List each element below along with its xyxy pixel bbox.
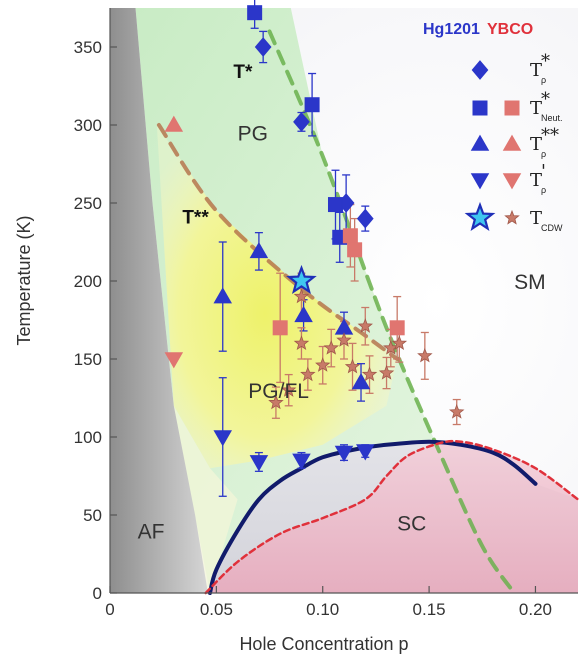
point-ybco-t-neut--2 — [347, 242, 363, 258]
legend-ybco-marker-2 — [502, 134, 522, 151]
legend-header-hg1201: Hg1201 — [423, 21, 480, 38]
point-hg1201-t--4 — [351, 372, 371, 390]
line-t-line — [156, 123, 400, 361]
region-label-af: AF — [138, 520, 165, 543]
legend-hg-marker-4 — [464, 201, 496, 232]
x-tick-label-0: 0 — [105, 600, 114, 619]
point-ybco-t--0 — [164, 352, 184, 369]
line-tc-hg1201 — [208, 439, 538, 595]
point-ybco-t-neut--0 — [272, 320, 288, 336]
point-hg1201-t--2 — [292, 453, 311, 470]
legend-sub-0: ρ — [541, 75, 546, 85]
point-ybco-t-cdw-13 — [417, 347, 433, 363]
legend-sup-1: * — [541, 89, 550, 110]
point-ybco-t-cdw-11 — [315, 357, 331, 372]
legend-sub-1: Neut. — [541, 113, 563, 123]
point-ybco-t-cdw-10 — [268, 394, 284, 410]
point-ybco-t-neut--1 — [342, 228, 358, 244]
y-tick-label-200: 200 — [74, 272, 102, 291]
point-hg1201-t-neut--2 — [327, 197, 343, 213]
point-ybco-t-cdw-4 — [344, 358, 361, 374]
data-points — [164, 5, 465, 472]
y-tick-label-100: 100 — [74, 428, 102, 447]
point-hg1201-t-neut--0 — [247, 5, 263, 21]
point-ybco-t-cdw-15 — [300, 366, 316, 382]
pg-fl-region — [156, 125, 398, 469]
y-axis-title: Temperature (K) — [14, 215, 34, 345]
point-hg1201-t-cdw-0 — [286, 264, 317, 295]
point-ybco-t-cdw-1 — [293, 335, 310, 351]
region-label-sc: SC — [397, 513, 426, 536]
point-hg1201-t--0 — [213, 430, 233, 447]
x-axis-title: Hole Concentration p — [239, 634, 408, 654]
legend-hg-marker-0 — [471, 60, 489, 80]
point-ybco-t-cdw-7 — [378, 364, 395, 380]
legend-sub-3: ρ — [541, 185, 546, 195]
point-ybco-t-cdw-2 — [323, 339, 339, 355]
point-hg1201-t--4 — [356, 444, 375, 461]
legend-ybco-marker-3 — [502, 173, 522, 190]
point-ybco-t-cdw-0 — [293, 288, 310, 304]
point-hg1201-t--2 — [294, 305, 313, 323]
point-ybco-t-cdw-6 — [361, 366, 378, 382]
legend-sub-2: ρ — [541, 149, 546, 159]
x-tick-label-0.20: 0.20 — [519, 600, 552, 619]
fl-lower-region — [173, 405, 238, 593]
point-hg1201-t--1 — [293, 112, 310, 132]
legend-label-4: T — [530, 208, 542, 229]
y-tick-label-0: 0 — [93, 584, 102, 603]
y-tick-label-150: 150 — [74, 350, 102, 369]
y-tick-label-300: 300 — [74, 116, 102, 135]
point-ybco-t-cdw-14 — [449, 403, 465, 419]
legend-ybco-marker-1 — [504, 100, 520, 116]
curve-label-tstarstar: T** — [182, 207, 209, 228]
point-ybco-t-cdw-12 — [391, 335, 408, 351]
point-hg1201-t--0 — [213, 287, 233, 304]
point-ybco-t-neut--3 — [389, 320, 405, 336]
point-ybco-t--0 — [164, 115, 184, 132]
y-tick-label-350: 350 — [74, 38, 102, 57]
region-label-pg-fl: PG/FL — [248, 380, 309, 403]
point-hg1201-t-neut--1 — [304, 97, 320, 113]
point-hg1201-t--3 — [334, 445, 354, 463]
point-hg1201-t--1 — [249, 455, 269, 472]
legend-sup-0: * — [541, 51, 550, 72]
axes: 0 50 100 150 200 250 300 350 0 0.05 0.10 0.15 0.20 Ho… — [14, 8, 578, 654]
y-tick-label-250: 250 — [74, 194, 102, 213]
legend-sub-4: CDW — [541, 223, 563, 233]
sc-inner-region — [205, 441, 578, 593]
x-tick-label-0.10: 0.10 — [306, 600, 339, 619]
legend-header-ybco: YBCO — [487, 21, 533, 38]
phase-regions — [110, 8, 578, 593]
legend-ybco-marker-4 — [504, 209, 520, 225]
point-hg1201-t--1 — [249, 241, 269, 259]
region-label-sm: SM — [514, 271, 546, 294]
point-ybco-t-cdw-3 — [336, 332, 352, 347]
region-labels: AF PG PG/FL SM SC T* T** — [138, 62, 546, 543]
legend-hg-marker-3 — [470, 173, 490, 190]
phase-lines — [156, 29, 580, 595]
x-tick-label-0.15: 0.15 — [413, 600, 446, 619]
legend-hg-marker-2 — [470, 134, 490, 151]
legend-label-2: T — [530, 134, 542, 155]
y-tick-label-50: 50 — [83, 506, 102, 525]
legend-label-0: T — [530, 60, 542, 81]
point-hg1201-t--3 — [356, 208, 374, 229]
line-tc-ybco — [204, 439, 580, 595]
point-ybco-t-cdw-5 — [357, 318, 373, 333]
legend-sup-3: ' — [541, 161, 546, 182]
x-tick-label-0.05: 0.05 — [200, 600, 233, 619]
legend-label-3: T — [530, 170, 542, 191]
line-t-line — [267, 29, 517, 595]
legend-label-1: T — [530, 98, 542, 119]
legend-sup-2: ** — [541, 125, 559, 146]
curve-label-tstar: T* — [233, 62, 253, 83]
legend-hg-marker-1 — [472, 100, 488, 116]
af-region — [110, 8, 208, 593]
point-ybco-t-cdw-9 — [280, 382, 297, 397]
point-hg1201-t--0 — [254, 37, 272, 57]
region-label-pg: PG — [238, 123, 268, 146]
